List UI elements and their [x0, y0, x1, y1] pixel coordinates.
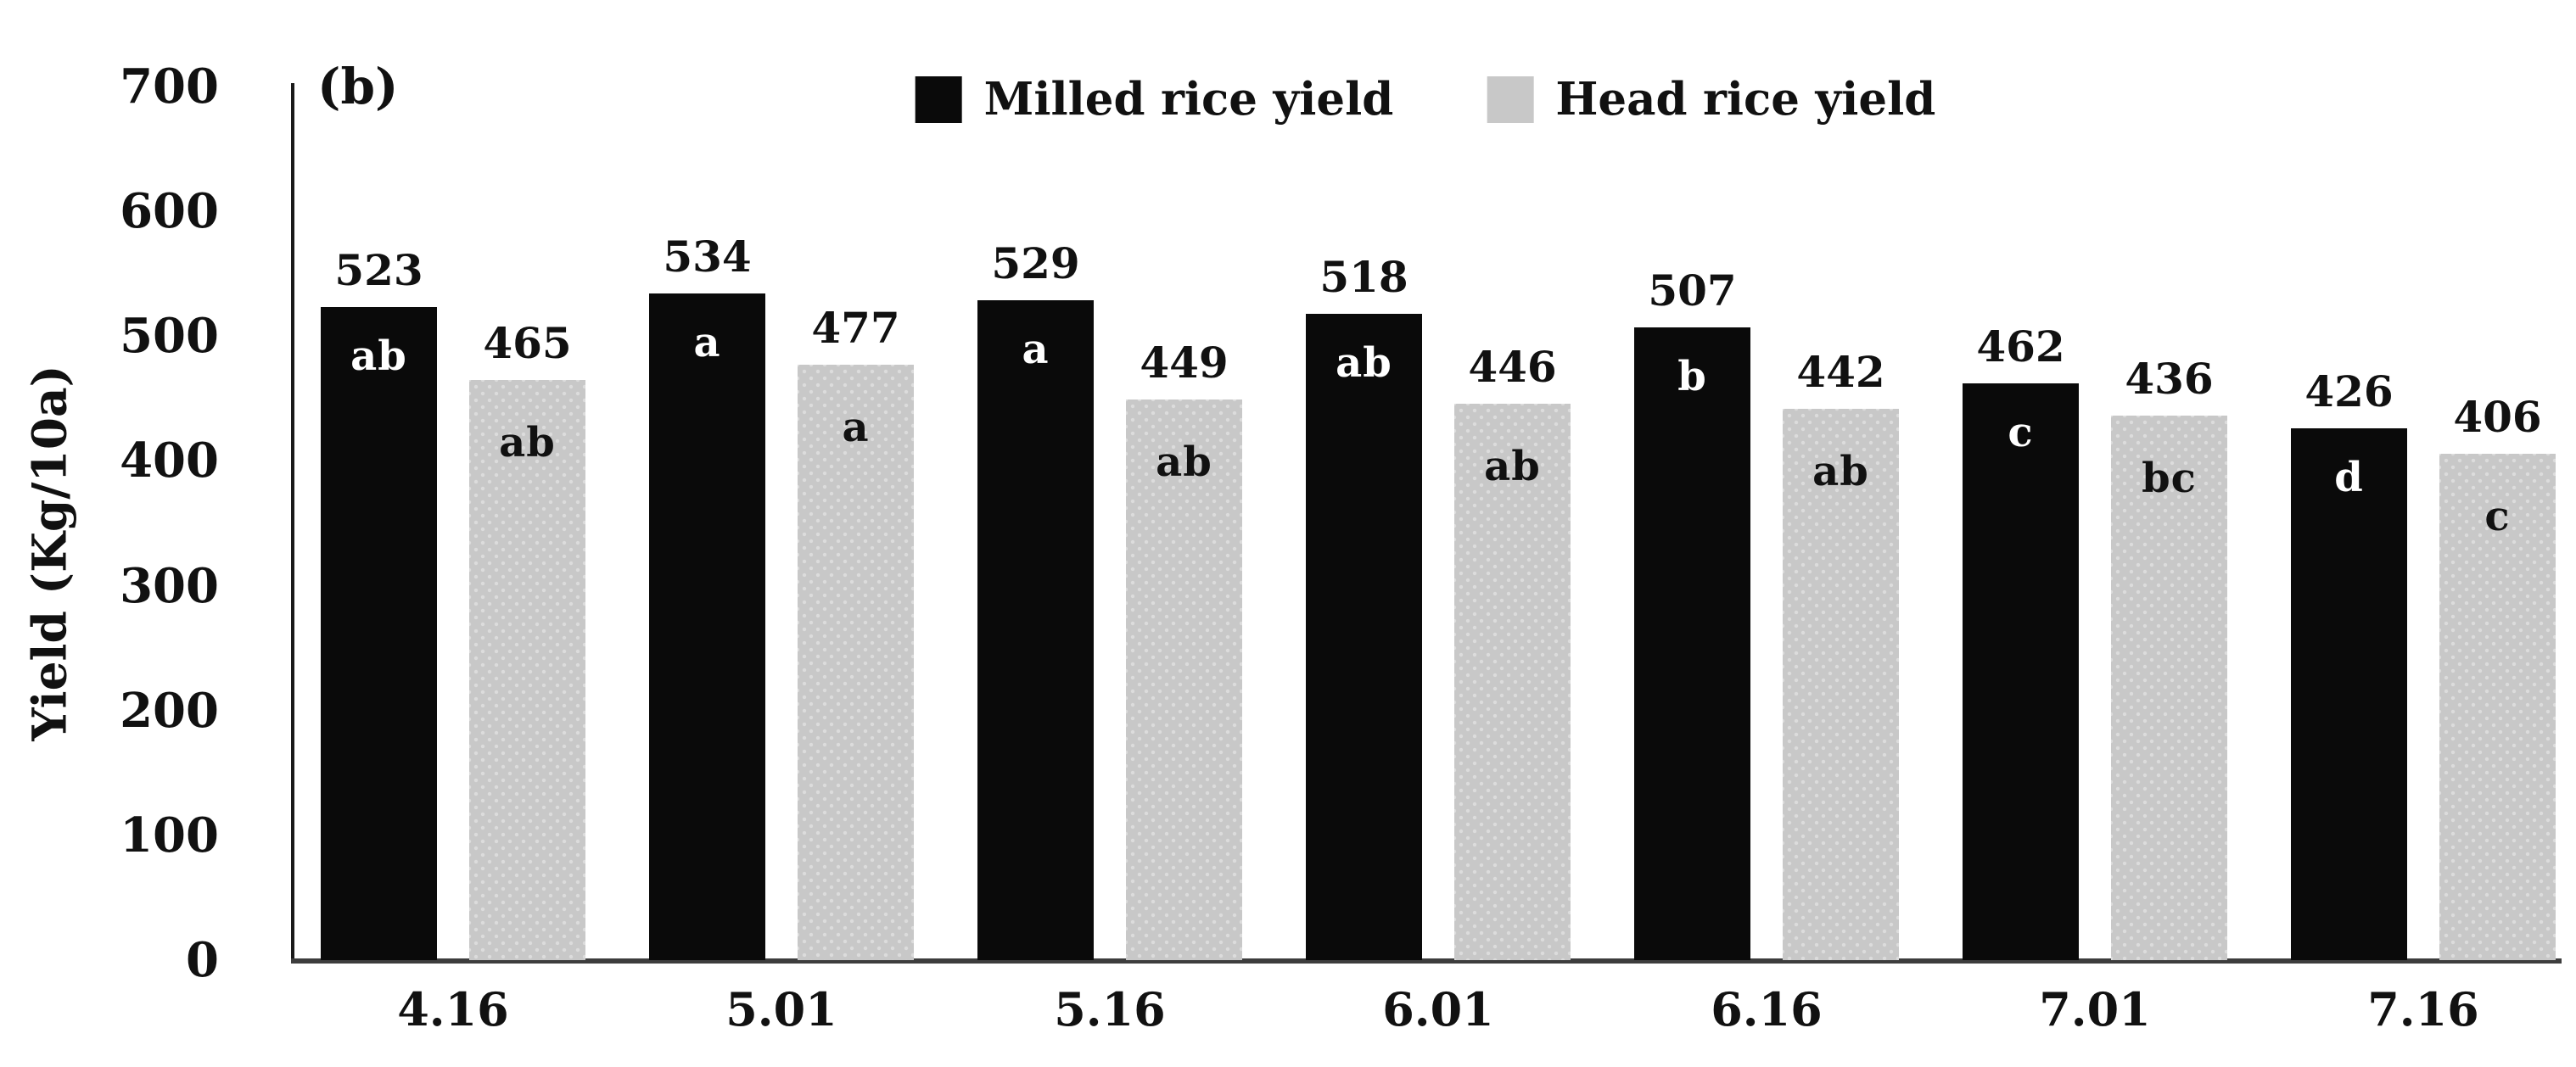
bar-value-label: 436 — [2125, 354, 2214, 404]
y-axis-tick-label: 600 — [120, 183, 219, 240]
x-axis-tick-label: 5.16 — [1054, 982, 1166, 1036]
bar-milled-rice-yield: 523 ab — [321, 245, 437, 960]
bar-head-rice-yield: 406 c — [2439, 392, 2556, 960]
x-axis-tick-label: 7.16 — [2367, 982, 2479, 1036]
x-axis-line — [291, 958, 2562, 964]
bar-head-rice-yield: 477 a — [798, 303, 914, 960]
bar-head-rice-yield: 465 ab — [469, 318, 585, 960]
bar-milled-rice-yield: 529 a — [977, 238, 1094, 960]
bar-value-label: 446 — [1468, 342, 1557, 392]
bar-value-label: 462 — [1976, 321, 2065, 371]
legend-item-milled-rice-yield: Milled rice yield — [915, 73, 1394, 126]
bar-head-rice-yield: 442 ab — [1783, 347, 1899, 960]
significance-letter: ab — [1156, 439, 1212, 486]
significance-letter: c — [2008, 409, 2034, 456]
significance-letter: a — [1022, 326, 1050, 373]
bar-head-rice-yield: 436 bc — [2111, 354, 2227, 960]
bar-head-rice-yield: 446 ab — [1454, 342, 1571, 960]
panel-label: (b) — [317, 58, 399, 115]
legend-swatch-icon — [1487, 75, 1534, 123]
bar-value-label: 534 — [663, 232, 752, 282]
bar-value-label: 442 — [1796, 347, 1885, 397]
legend-item-head-rice-yield: Head rice yield — [1487, 73, 1935, 126]
bar-value-label: 518 — [1319, 252, 1408, 302]
bar-value-label: 465 — [483, 318, 572, 368]
bar-value-label: 477 — [811, 303, 900, 353]
bar-value-label: 529 — [991, 238, 1080, 288]
y-axis-tick-label: 400 — [120, 433, 219, 489]
significance-letter: c — [2484, 493, 2511, 540]
significance-letter: ab — [1336, 339, 1392, 387]
y-axis-tick-label: 700 — [120, 59, 219, 115]
legend-swatch-icon — [915, 75, 962, 123]
y-axis-tick-label: 200 — [120, 682, 219, 739]
significance-letter: ab — [499, 419, 556, 466]
x-axis-tick-label: 6.16 — [1711, 982, 1823, 1036]
bar-head-rice-yield: 449 ab — [1126, 338, 1242, 960]
legend-label: Milled rice yield — [983, 73, 1394, 126]
bar-value-label: 507 — [1648, 265, 1737, 316]
significance-letter: a — [693, 319, 721, 366]
bar-value-label: 449 — [1140, 338, 1229, 388]
bar-value-label: 523 — [334, 245, 423, 295]
significance-letter: bc — [2142, 455, 2197, 502]
bar-milled-rice-yield: 534 a — [649, 232, 765, 960]
bar-value-label: 426 — [2304, 366, 2394, 416]
legend: Milled rice yield Head rice yield — [915, 73, 1935, 126]
bar-milled-rice-yield: 518 ab — [1306, 252, 1422, 960]
x-axis-tick-label: 7.01 — [2039, 982, 2151, 1036]
legend-label: Head rice yield — [1555, 73, 1936, 126]
bar-milled-rice-yield: 462 c — [1963, 321, 2079, 960]
bar-value-label: 406 — [2453, 392, 2542, 442]
bar-milled-rice-yield: 426 d — [2291, 366, 2407, 960]
y-axis-tick-label: 500 — [120, 308, 219, 365]
x-axis-tick-label: 4.16 — [397, 982, 509, 1036]
significance-letter: b — [1677, 353, 1707, 400]
y-axis-tick-label: 100 — [120, 807, 219, 863]
significance-letter: ab — [1812, 448, 1869, 495]
significance-letter: d — [2334, 454, 2364, 501]
x-axis-tick-label: 5.01 — [725, 982, 837, 1036]
y-axis-line — [291, 83, 294, 962]
significance-letter: ab — [350, 332, 407, 380]
x-axis-tick-label: 6.01 — [1382, 982, 1494, 1036]
bar-milled-rice-yield: 507 b — [1634, 265, 1750, 960]
y-axis-tick-label: 0 — [186, 932, 219, 988]
y-axis-tick-label: 300 — [120, 557, 219, 614]
significance-letter: a — [842, 404, 870, 451]
significance-letter: ab — [1484, 443, 1541, 490]
